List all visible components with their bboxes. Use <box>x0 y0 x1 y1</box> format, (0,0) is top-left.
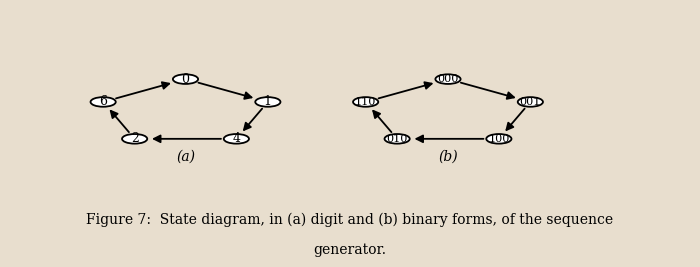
Circle shape <box>518 97 543 107</box>
Text: 4: 4 <box>232 132 240 145</box>
Circle shape <box>435 74 461 84</box>
Text: 2: 2 <box>131 132 139 145</box>
Text: 000: 000 <box>438 74 458 84</box>
Text: 010: 010 <box>386 134 408 144</box>
Circle shape <box>224 134 249 144</box>
Text: (b): (b) <box>438 149 458 163</box>
Text: 1: 1 <box>264 95 272 108</box>
Text: (a): (a) <box>176 149 195 163</box>
Circle shape <box>384 134 409 144</box>
Text: Figure 7:  State diagram, in (a) digit and (b) binary forms, of the sequence: Figure 7: State diagram, in (a) digit an… <box>86 213 614 227</box>
Text: 6: 6 <box>99 95 107 108</box>
Text: 100: 100 <box>488 134 510 144</box>
Circle shape <box>173 74 198 84</box>
Circle shape <box>90 97 116 107</box>
Text: 001: 001 <box>519 97 541 107</box>
Text: generator.: generator. <box>314 243 386 257</box>
Circle shape <box>486 134 512 144</box>
Circle shape <box>353 97 378 107</box>
Text: 110: 110 <box>355 97 377 107</box>
Text: 0: 0 <box>181 73 190 86</box>
Circle shape <box>122 134 147 144</box>
Circle shape <box>256 97 281 107</box>
